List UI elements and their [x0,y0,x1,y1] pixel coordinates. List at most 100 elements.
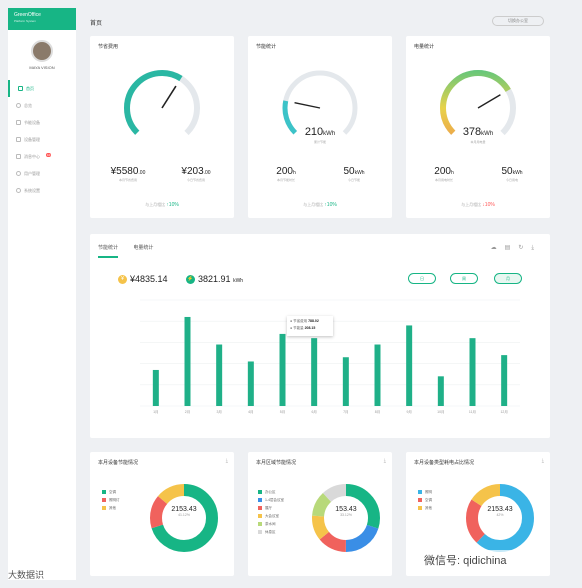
power-usage-gauge-needle [477,94,501,109]
period-day-button[interactable]: 日 [408,273,436,284]
card-title: 节能统计 [256,44,277,50]
legend-swatch [102,506,106,511]
switch-office-button[interactable]: 切换办公室 [492,16,544,26]
download-icon[interactable]: ⤓ [531,245,542,251]
comparison-label: 与上月相比 [145,202,166,207]
chart-bar[interactable] [216,344,223,406]
chart-bar[interactable] [469,338,476,406]
legend-label: 1-4层会议室 [265,498,285,502]
brand-logo[interactable]: GreenOffice Platform System [8,8,76,30]
month-comparison: 与上月相比 ↑10% [90,202,234,208]
device-icon [16,120,21,125]
donut-segment[interactable] [312,484,380,552]
comparison-value: 10% [484,202,495,208]
donut-segment[interactable] [150,484,218,552]
stat-today-energy: 50kWh 今日节能 [324,166,384,182]
cloud-icon[interactable]: ☁ [490,245,505,251]
device-saving-card: 本月设备节能情况 ⤓ 空调 照明灯 其他 2153.43 41.12% [90,452,234,576]
donut-value: 153.43 [335,506,357,513]
donut-segment[interactable] [466,484,534,552]
stat-month-savings: ¥5580.00 本月节省费用 [98,166,158,182]
document-icon[interactable]: ▤ [504,245,519,251]
download-icon[interactable]: ⤓ [541,458,544,464]
donut-percent: 42% [496,513,504,517]
legend-item: 照明 [418,488,432,496]
period-week-button[interactable]: 周 [450,273,478,284]
chart-bar[interactable] [279,333,286,406]
download-icon[interactable]: ⤓ [225,458,228,464]
chart-bar[interactable] [247,361,254,406]
gauge-number: 210 [304,126,324,138]
stat-unit: kWh [354,170,365,176]
stat-today-power: 50kWh 今日用电 [482,166,542,182]
sidebar-item-overview[interactable]: 总览 [8,97,76,114]
total-savings: ¥ ¥4835.14 [118,274,168,285]
savings-gauge-needle [161,85,177,109]
avatar[interactable] [31,40,53,62]
card-title: 电量统计 [414,44,435,50]
settings-icon [16,137,21,142]
donut-segment[interactable] [466,484,534,552]
donut-segment[interactable] [150,484,218,552]
sidebar-item-messages[interactable]: 消息中心 10 [8,148,76,165]
donut-segment[interactable] [312,484,380,552]
legend-label: 其他 [425,506,432,510]
chart-bar[interactable] [437,376,444,406]
comparison-value: 10% [168,202,179,208]
tab-power-usage[interactable]: 电量统计 [133,245,154,251]
chart-bar[interactable] [374,344,381,406]
x-tick-label: 2月 [185,409,190,414]
legend-swatch [258,522,262,527]
donut-value: 2153.43 [171,506,197,513]
device-saving-donut [150,484,218,552]
legend-swatch [258,498,262,503]
energy-saving-gauge-needle [294,102,321,109]
tooltip-row: ● 节能量 208.15 [290,326,316,330]
gauge-caption: 累计节能 [313,140,326,144]
x-tick-label: 9月 [406,409,411,414]
chart-bar[interactable] [342,357,349,406]
download-icon[interactable]: ⤓ [383,458,386,464]
chart-bar[interactable] [501,355,508,406]
gauge-number: 378 [462,126,482,138]
legend-label: 办公区 [265,490,276,494]
donut-center: 2153.43 41.12% [148,506,220,517]
donut-segment[interactable] [312,484,380,552]
device-type-usage-donut [466,484,534,552]
legend-item: 其他 [102,504,120,512]
legend-item: 大会议室 [258,512,284,520]
total-energy-unit: kWh [233,278,244,284]
comparison-label: 与上月相比 [303,202,324,207]
chart-bar[interactable] [152,369,159,406]
stat-month-hours: 200h 本月节能时长 [256,166,316,182]
chart-bar[interactable] [406,325,413,406]
home-icon [18,86,23,91]
chart-bar[interactable] [311,338,318,406]
user-name: MAYA VISION [29,65,55,70]
sidebar-item-energy-devices[interactable]: 节能设备 [8,114,76,131]
coin-icon: ¥ [118,275,127,285]
sidebar-item-label: 系统设置 [24,188,40,193]
chart-bar[interactable] [184,316,191,406]
sidebar-item-settings[interactable]: 系统设置 [8,182,76,199]
sidebar-item-home[interactable]: 首页 [8,80,76,97]
tab-energy-saving[interactable]: 节能统计 [98,244,119,258]
period-month-button[interactable]: 月 [494,273,522,284]
legend-item: 茶水间 [258,520,284,528]
comparison-label: 与上月相比 [461,202,482,207]
legend-swatch [418,498,422,503]
legend-item: 其他 [418,504,432,512]
legend-label: 茶水间 [265,522,276,526]
legend-label: 照明 [425,490,432,494]
overview-icon [16,103,21,108]
sidebar-item-device-management[interactable]: 设备管理 [8,131,76,148]
refresh-icon[interactable]: ↻ [518,245,532,251]
legend-label: 展厅 [265,506,272,510]
legend-label: 大会议室 [265,514,279,518]
chart-tooltip: ● 节省费用 788.02 ● 节能量 208.15 [287,316,333,336]
card-title: 本月设备节能情况 [98,460,139,466]
x-tick-label: 10月 [437,409,444,414]
sidebar-item-users[interactable]: 用户管理 [8,165,76,182]
x-tick-label: 7月 [343,409,348,414]
stat-value: ¥5580 [110,166,139,177]
